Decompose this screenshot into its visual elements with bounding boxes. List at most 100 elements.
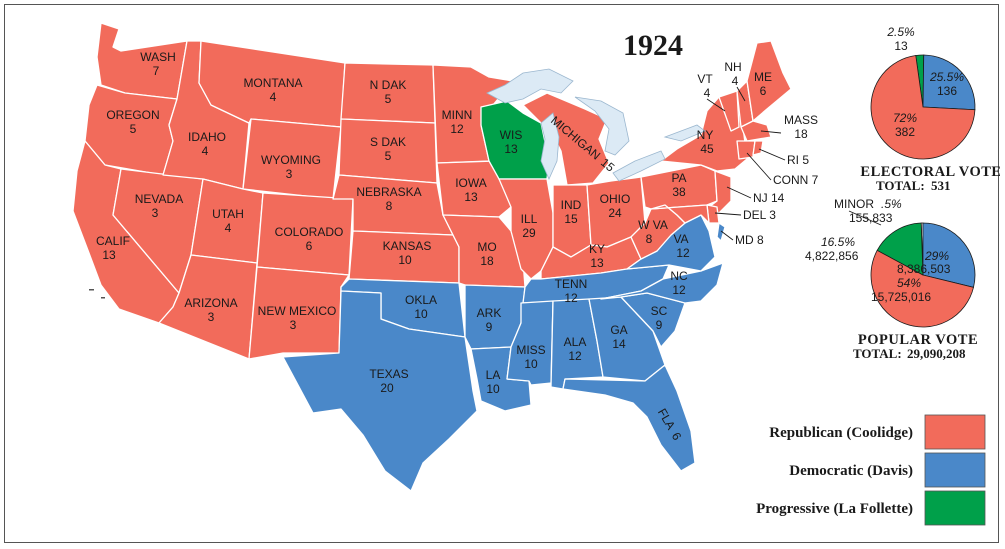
ev-idaho: 4 xyxy=(202,144,209,158)
label-texas: TEXAS xyxy=(369,367,408,381)
label-iowa: IOWA xyxy=(455,176,487,190)
electoral-labels: 2.5% 13 25.5% 136 72% 382 xyxy=(886,25,964,139)
state-north-carolina xyxy=(600,262,724,304)
popular-total-label: TOTAL: xyxy=(853,346,902,361)
label-utah: UTAH xyxy=(212,207,244,221)
state-illinois xyxy=(498,178,554,280)
ev-mass: 18 xyxy=(794,127,808,141)
pie-slice-progressive xyxy=(876,222,924,276)
popular-minor-label: MINOR xyxy=(834,197,874,211)
label-wis: WIS xyxy=(500,128,523,142)
electoral-rep-votes: 382 xyxy=(895,125,915,139)
state-shapes xyxy=(72,22,792,492)
label-ill: ILL xyxy=(521,212,538,226)
ev-vt: 4 xyxy=(704,86,711,100)
label-new-mexico: NEW MEXICO xyxy=(258,304,337,318)
ev-wash: 7 xyxy=(153,64,160,78)
ev-colorado: 6 xyxy=(306,239,313,253)
legend-item-progressive: Progressive (La Follette) xyxy=(756,490,986,526)
label-tenn: TENN xyxy=(555,277,588,291)
label-montana: MONTANA xyxy=(243,76,302,90)
electoral-prog-votes: 13 xyxy=(894,39,908,53)
ev-me: 6 xyxy=(760,84,767,98)
ev-texas: 20 xyxy=(380,381,394,395)
pie-slice-republican xyxy=(870,249,975,328)
ev-kansas: 10 xyxy=(398,253,412,267)
label-n-dak: N DAK xyxy=(370,78,407,92)
label-nevada: NEVADA xyxy=(135,192,183,206)
legend-item-democratic: Democratic (Davis) xyxy=(789,452,986,488)
state-florida xyxy=(562,364,696,472)
label-oregon: OREGON xyxy=(106,108,159,122)
islands xyxy=(89,289,105,299)
ev-okla: 10 xyxy=(414,307,428,321)
label-nj: NJ 14 xyxy=(753,191,785,205)
popular-total: 29,090,208 xyxy=(907,346,966,361)
ev-ky: 13 xyxy=(590,256,604,270)
ev-ala: 12 xyxy=(568,349,582,363)
map-frame: WASH 7 OREGON 5 CALIF 13 NEVADA 3 IDAHO … xyxy=(4,4,1001,543)
electoral-rep-pct: 72% xyxy=(893,111,917,125)
label-ind: IND xyxy=(561,198,582,212)
legend-label-republican: Republican (Coolidge) xyxy=(769,425,913,441)
great-lakes xyxy=(486,68,706,182)
label-ky: KY xyxy=(589,242,605,256)
legend-swatch-democratic xyxy=(924,452,986,488)
popular-rep-pct: 54% xyxy=(897,276,921,290)
state-rhode-island xyxy=(752,140,764,156)
lake-superior xyxy=(486,68,574,104)
label-minn: MINN xyxy=(442,108,473,122)
ev-new-mexico: 3 xyxy=(290,318,297,332)
state-texas xyxy=(282,290,478,492)
label-s-dak: S DAK xyxy=(370,135,406,149)
popular-dem-pct: 29% xyxy=(924,249,949,263)
pie-slice-democratic xyxy=(922,54,976,111)
ev-calif: 13 xyxy=(102,248,116,262)
leader-lines xyxy=(706,86,786,241)
page-title: 1924 xyxy=(623,29,683,62)
state-connecticut xyxy=(736,140,756,160)
pie-slice-republican xyxy=(870,55,976,160)
ev-va: 12 xyxy=(676,246,690,260)
popular-rep-votes: 15,725,016 xyxy=(871,290,931,304)
ev-nebraska: 8 xyxy=(386,199,393,213)
electoral-vote-pie xyxy=(870,54,976,160)
label-mo: MO xyxy=(477,240,496,254)
ev-pa: 38 xyxy=(672,185,686,199)
ev-ga: 14 xyxy=(612,337,626,351)
popular-prog-votes: 4,822,856 xyxy=(805,249,859,263)
label-mass: MASS xyxy=(784,113,818,127)
state-maine xyxy=(746,40,792,122)
electoral-dem-pct: 25.5% xyxy=(929,70,964,84)
popular-prog-pct: 16.5% xyxy=(821,235,855,249)
lake-michigan xyxy=(540,112,560,180)
label-pa: PA xyxy=(671,171,686,185)
label-md: MD 8 xyxy=(735,233,764,247)
lake-huron xyxy=(574,96,630,156)
label-sc: SC xyxy=(651,304,668,318)
ev-n-dak: 5 xyxy=(385,92,392,106)
ev-arizona: 3 xyxy=(208,310,215,324)
ev-nh: 4 xyxy=(732,74,739,88)
label-colorado: COLORADO xyxy=(275,225,344,239)
ev-wva: 8 xyxy=(646,232,653,246)
ev-montana: 4 xyxy=(270,90,277,104)
label-la: LA xyxy=(486,368,501,382)
legend-label-progressive: Progressive (La Follette) xyxy=(756,501,913,517)
ev-la: 10 xyxy=(486,382,500,396)
label-arizona: ARIZONA xyxy=(184,296,237,310)
ev-tenn: 12 xyxy=(564,291,578,305)
lake-erie xyxy=(612,150,666,182)
label-ny: NY xyxy=(697,128,714,142)
label-nh: NH xyxy=(724,60,741,74)
ev-wyoming: 3 xyxy=(286,167,293,181)
legend: Republican (Coolidge) Democratic (Davis)… xyxy=(756,414,986,526)
popular-heading: POPULAR VOTE xyxy=(858,332,978,348)
label-nebraska: NEBRASKA xyxy=(356,185,421,199)
ev-iowa: 13 xyxy=(464,190,478,204)
ev-mo: 18 xyxy=(480,254,494,268)
ev-ind: 15 xyxy=(564,212,578,226)
ev-wis: 13 xyxy=(504,142,518,156)
state-labels: WASH 7 OREGON 5 CALIF 13 NEVADA 3 IDAHO … xyxy=(96,50,819,443)
legend-swatch-progressive xyxy=(924,490,986,526)
